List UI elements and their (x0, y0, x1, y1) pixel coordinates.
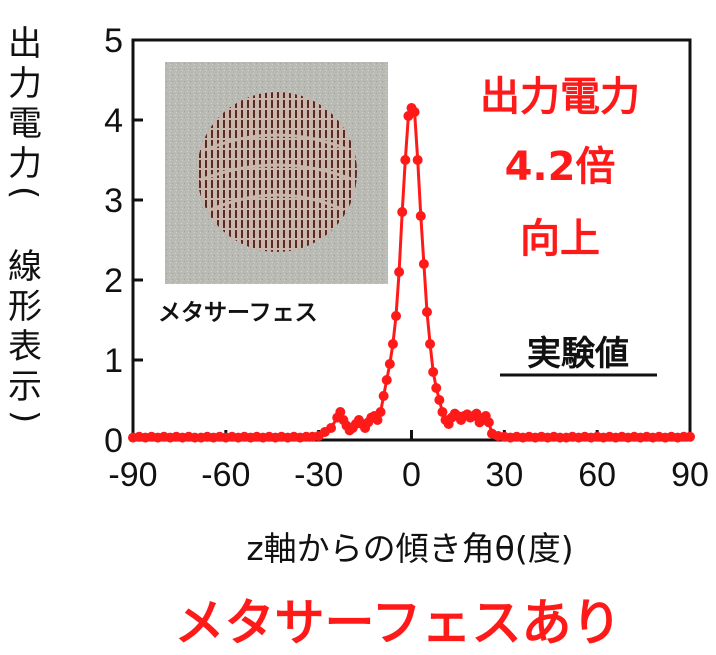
x-tick-label: 30 (485, 456, 523, 494)
metasurface-disc (197, 92, 357, 252)
data-point (431, 383, 442, 393)
y-label-char: 形 (8, 287, 42, 327)
y-tick-label: 0 (104, 422, 123, 460)
data-point (378, 391, 389, 401)
data-point (483, 417, 494, 428)
data-point (394, 267, 405, 277)
data-point (400, 155, 411, 165)
data-point (437, 407, 448, 417)
data-point (391, 311, 402, 321)
data-point (421, 307, 432, 317)
data-point (428, 367, 439, 377)
y-label-char: 出 (8, 24, 42, 64)
power-gain-line-2: 4.2倍 (505, 144, 616, 190)
y-label-char: 電 (8, 104, 42, 144)
inset-caption: メタサーフェス (158, 300, 318, 326)
y-tick-label: 5 (104, 22, 123, 60)
y-label-char: 線 (8, 247, 42, 287)
data-point (326, 423, 337, 433)
data-point (425, 339, 436, 349)
y-tick-label: 2 (104, 262, 123, 300)
y-label-char: 力 (8, 64, 42, 104)
experimental-label: 実験値 (527, 334, 629, 374)
data-point (418, 259, 429, 269)
data-point (381, 375, 392, 385)
x-axis-label: z軸からの傾き角θ(度) (246, 529, 573, 568)
data-point (372, 415, 383, 425)
y-tick-label: 1 (104, 342, 123, 380)
data-point (415, 211, 426, 221)
data-point (471, 408, 482, 419)
metasurface-photo (165, 62, 388, 284)
data-point (335, 407, 346, 417)
data-point (375, 407, 386, 417)
x-tick-label: -30 (294, 456, 343, 494)
data-point (397, 207, 408, 217)
x-tick-label: 90 (671, 456, 709, 494)
disc-pattern-line (204, 133, 350, 152)
y-tick-label: 3 (104, 182, 123, 220)
y-label-char: 力 (8, 144, 42, 184)
x-tick-label: -60 (201, 456, 250, 494)
x-tick-label: 60 (578, 456, 616, 494)
data-point (409, 107, 420, 117)
data-series (128, 103, 695, 443)
disc-pattern-line (199, 163, 355, 182)
power-gain-line-1: 出力電力 (480, 74, 640, 120)
data-point (384, 359, 395, 369)
disc-pattern-line (209, 193, 345, 212)
y-axis-label: 出 力 電 力 ( 線 形 表 示 ) (4, 24, 45, 423)
y-tick-label: 4 (104, 102, 123, 140)
y-label-char: ) (5, 410, 45, 423)
y-label-char: 表 (8, 327, 42, 367)
y-label-char: ( (4, 186, 44, 199)
x-tick-label: 0 (402, 456, 421, 494)
data-point (412, 155, 423, 165)
data-point (685, 431, 695, 442)
footer-caption: メタサーフェスあり (175, 594, 622, 652)
power-gain-line-3: 向上 (520, 216, 600, 262)
y-label-char: 示 (8, 367, 42, 407)
data-point (434, 395, 445, 405)
data-point (387, 339, 398, 349)
axis-ticks: -90 -60 -30 0 30 60 90 0 1 2 3 4 5 (104, 22, 709, 494)
x-tick-label: -90 (108, 456, 157, 494)
